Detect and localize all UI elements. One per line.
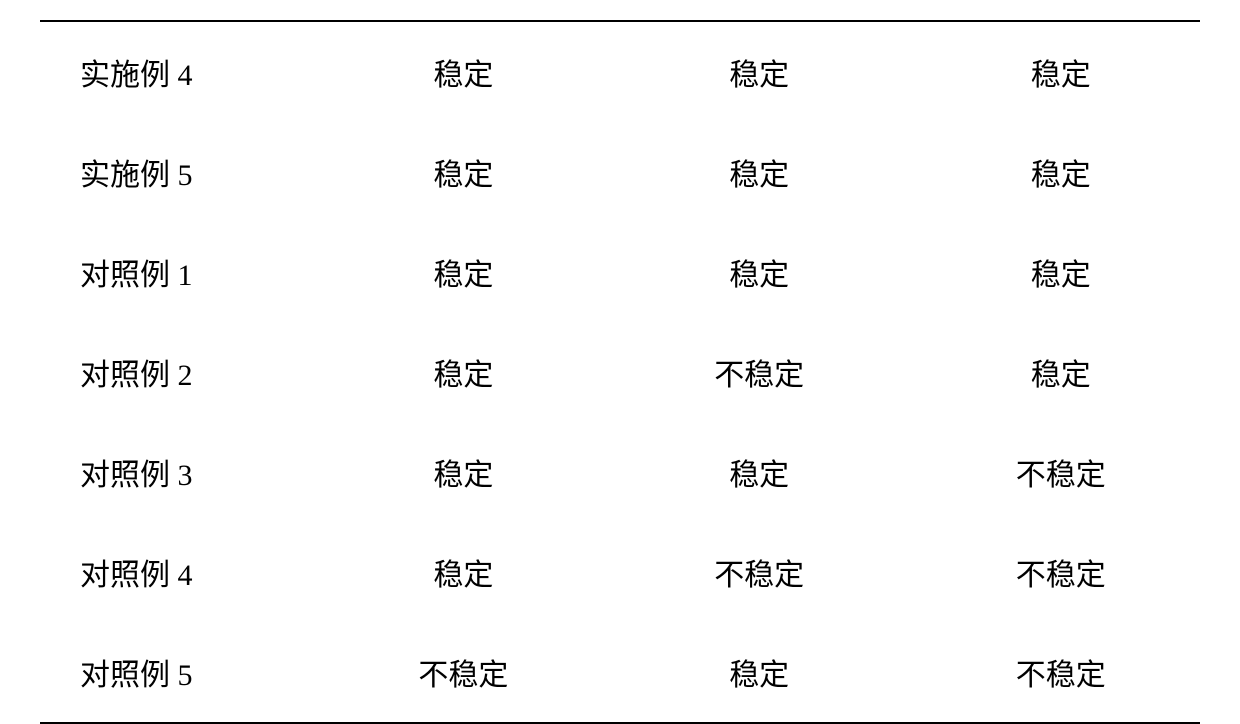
- cell-value: 不稳定: [922, 522, 1200, 622]
- cell-value: 稳定: [922, 122, 1200, 222]
- cell-value: 稳定: [597, 122, 922, 222]
- row-label: 对照例 5: [40, 622, 330, 723]
- stability-table-container: 实施例 4 稳定 稳定 稳定 实施例 5 稳定 稳定 稳定 对照例 1 稳定 稳…: [40, 20, 1200, 724]
- cell-value: 稳定: [330, 322, 597, 422]
- cell-value: 稳定: [330, 522, 597, 622]
- table-row: 对照例 1 稳定 稳定 稳定: [40, 222, 1200, 322]
- table-body: 实施例 4 稳定 稳定 稳定 实施例 5 稳定 稳定 稳定 对照例 1 稳定 稳…: [40, 21, 1200, 723]
- cell-value: 稳定: [597, 21, 922, 122]
- cell-value: 稳定: [922, 21, 1200, 122]
- table-row: 对照例 5 不稳定 稳定 不稳定: [40, 622, 1200, 723]
- cell-value: 稳定: [330, 422, 597, 522]
- cell-value: 不稳定: [330, 622, 597, 723]
- cell-value: 稳定: [597, 622, 922, 723]
- table-row: 实施例 5 稳定 稳定 稳定: [40, 122, 1200, 222]
- cell-value: 稳定: [597, 422, 922, 522]
- cell-value: 稳定: [597, 222, 922, 322]
- cell-value: 不稳定: [922, 622, 1200, 723]
- cell-value: 稳定: [922, 322, 1200, 422]
- row-label: 实施例 5: [40, 122, 330, 222]
- cell-value: 稳定: [330, 21, 597, 122]
- stability-table: 实施例 4 稳定 稳定 稳定 实施例 5 稳定 稳定 稳定 对照例 1 稳定 稳…: [40, 20, 1200, 724]
- cell-value: 不稳定: [597, 322, 922, 422]
- cell-value: 不稳定: [597, 522, 922, 622]
- table-row: 实施例 4 稳定 稳定 稳定: [40, 21, 1200, 122]
- cell-value: 稳定: [922, 222, 1200, 322]
- row-label: 对照例 4: [40, 522, 330, 622]
- table-row: 对照例 2 稳定 不稳定 稳定: [40, 322, 1200, 422]
- cell-value: 不稳定: [922, 422, 1200, 522]
- row-label: 对照例 3: [40, 422, 330, 522]
- table-row: 对照例 3 稳定 稳定 不稳定: [40, 422, 1200, 522]
- table-row: 对照例 4 稳定 不稳定 不稳定: [40, 522, 1200, 622]
- row-label: 实施例 4: [40, 21, 330, 122]
- cell-value: 稳定: [330, 222, 597, 322]
- row-label: 对照例 1: [40, 222, 330, 322]
- cell-value: 稳定: [330, 122, 597, 222]
- row-label: 对照例 2: [40, 322, 330, 422]
